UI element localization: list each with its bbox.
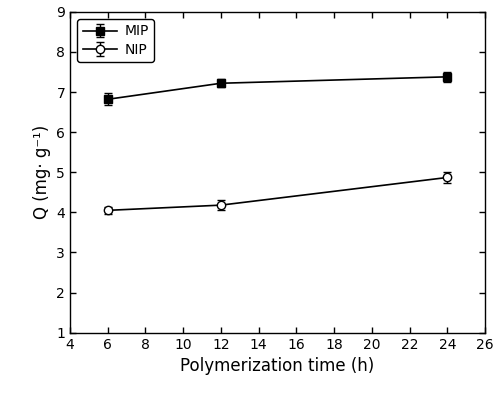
Legend: MIP, NIP: MIP, NIP	[77, 19, 154, 62]
X-axis label: Polymerization time (h): Polymerization time (h)	[180, 357, 374, 375]
Y-axis label: Q (mg· g⁻¹): Q (mg· g⁻¹)	[32, 125, 50, 219]
